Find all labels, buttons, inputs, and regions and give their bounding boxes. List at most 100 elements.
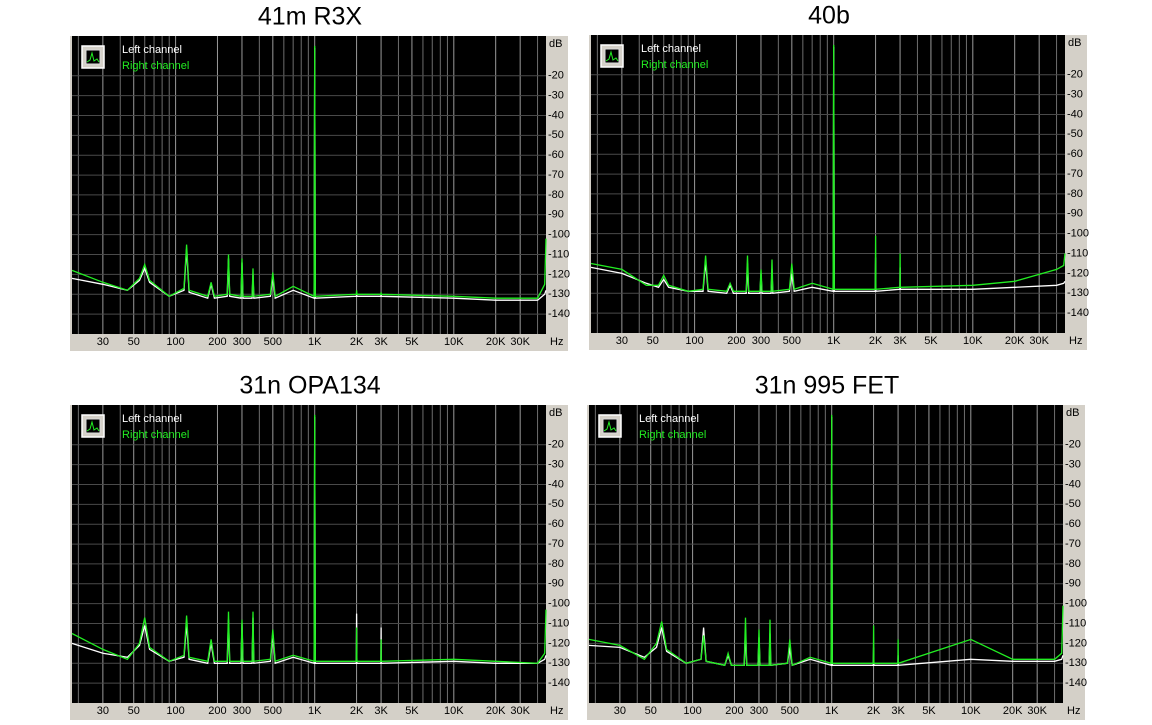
x-tick-label: 5K — [405, 336, 419, 348]
x-tick-label: 200 — [208, 336, 226, 348]
y-tick-label: -70 — [1065, 538, 1081, 550]
x-tick-label: 200 — [725, 705, 743, 717]
x-tick-label: 20K — [486, 705, 506, 717]
y-unit: dB — [1066, 407, 1079, 419]
x-tick-label: 5K — [405, 705, 419, 717]
y-tick-label: -60 — [548, 149, 564, 161]
y-tick-label: -40 — [1067, 108, 1083, 120]
x-tick-label: 1K — [308, 705, 322, 717]
y-tick-label: -100 — [548, 598, 570, 610]
x-tick-label: 30K — [1029, 335, 1049, 347]
legend-label: Left channel — [639, 413, 699, 425]
y-tick-label: -20 — [1065, 439, 1081, 451]
y-tick-label: -50 — [1067, 128, 1083, 140]
y-tick-label: -110 — [548, 248, 569, 260]
series-line — [71, 45, 547, 299]
x-tick-label: 3K — [893, 335, 907, 347]
y-unit: dB — [549, 407, 562, 419]
x-tick-label: 10K — [961, 705, 981, 717]
x-tick-label: 300 — [233, 336, 251, 348]
chart-title: 31n 995 FET — [755, 372, 900, 400]
y-tick-label: -30 — [1065, 459, 1081, 471]
x-tick-label: 2K — [350, 336, 364, 348]
x-tick-label: 500 — [783, 335, 801, 347]
x-tick-label: 1K — [308, 336, 322, 348]
y-tick-label: -130 — [548, 657, 570, 669]
x-tick-label: 1K — [827, 335, 841, 347]
plot-area — [589, 405, 1063, 703]
legend-icon-trace — [86, 51, 100, 63]
x-tick-label: 3K — [374, 705, 388, 717]
x-tick-label: 50 — [128, 336, 140, 348]
chart-title: 31n OPA134 — [239, 372, 380, 400]
x-tick-label: 30 — [616, 335, 628, 347]
y-tick-label: -30 — [548, 459, 564, 471]
plot-area — [72, 36, 546, 334]
y-tick-label: -20 — [548, 70, 564, 82]
y-tick-label: -90 — [548, 209, 564, 221]
x-tick-label: 10K — [963, 335, 983, 347]
y-tick-label: -80 — [1065, 558, 1081, 570]
y-unit: dB — [1068, 37, 1081, 49]
y-tick-label: -130 — [548, 288, 570, 300]
y-tick-label: -60 — [1067, 148, 1083, 160]
x-tick-label: 3K — [891, 705, 905, 717]
x-unit: Hz — [1069, 335, 1082, 347]
x-tick-label: 30 — [614, 705, 626, 717]
y-tick-label: -140 — [1067, 307, 1089, 319]
legend-label: Left channel — [122, 44, 182, 56]
y-tick-label: -70 — [1067, 168, 1083, 180]
x-tick-label: 1K — [825, 705, 839, 717]
x-tick-label: 10K — [444, 336, 464, 348]
x-tick-label: 50 — [645, 705, 657, 717]
x-tick-label: 30K — [1027, 705, 1047, 717]
y-tick-label: -40 — [548, 478, 564, 490]
x-tick-label: 5K — [922, 705, 936, 717]
chart: 40b 30 50 100 200 300 500 1K 2K 3K 5K 10K 20K 30K -20 -… — [589, 2, 1089, 350]
y-tick-label: -110 — [548, 617, 569, 629]
x-tick-label: 100 — [683, 705, 701, 717]
legend-icon-trace — [86, 420, 100, 432]
y-tick-label: -120 — [1067, 267, 1089, 279]
x-tick-label: 30 — [97, 705, 109, 717]
x-unit: Hz — [550, 336, 563, 348]
y-tick-label: -40 — [548, 109, 564, 121]
x-tick-label: 200 — [727, 335, 745, 347]
x-tick-label: 50 — [128, 705, 140, 717]
chart-title: 41m R3X — [258, 3, 363, 31]
y-tick-label: -110 — [1067, 247, 1088, 259]
y-tick-label: -140 — [1065, 677, 1087, 689]
x-unit: Hz — [550, 705, 563, 717]
x-tick-label: 10K — [444, 705, 464, 717]
x-tick-label: 300 — [750, 705, 768, 717]
y-tick-label: -120 — [548, 268, 570, 280]
y-tick-label: -140 — [548, 308, 570, 320]
x-tick-label: 20K — [1003, 705, 1023, 717]
y-tick-label: -120 — [548, 637, 570, 649]
y-tick-label: -100 — [1065, 598, 1087, 610]
y-tick-label: -60 — [1065, 518, 1081, 530]
x-tick-label: 100 — [685, 335, 703, 347]
y-tick-label: -20 — [548, 439, 564, 451]
y-unit: dB — [549, 38, 562, 50]
x-tick-label: 300 — [752, 335, 770, 347]
y-tick-label: -80 — [1067, 188, 1083, 200]
y-tick-label: -60 — [548, 518, 564, 530]
x-tick-label: 300 — [233, 705, 251, 717]
y-tick-label: -70 — [548, 538, 564, 550]
y-tick-label: -100 — [1067, 228, 1089, 240]
legend-icon-trace — [605, 50, 619, 62]
x-tick-label: 5K — [924, 335, 938, 347]
x-tick-label: 500 — [264, 705, 282, 717]
y-tick-label: -120 — [1065, 637, 1087, 649]
legend-label: Right channel — [122, 429, 189, 441]
x-tick-label: 200 — [208, 705, 226, 717]
legend-label: Right channel — [641, 59, 708, 71]
x-unit: Hz — [1067, 705, 1080, 717]
y-tick-label: -50 — [548, 498, 564, 510]
y-tick-label: -110 — [1065, 617, 1086, 629]
x-tick-label: 30K — [510, 705, 530, 717]
x-tick-label: 100 — [166, 705, 184, 717]
